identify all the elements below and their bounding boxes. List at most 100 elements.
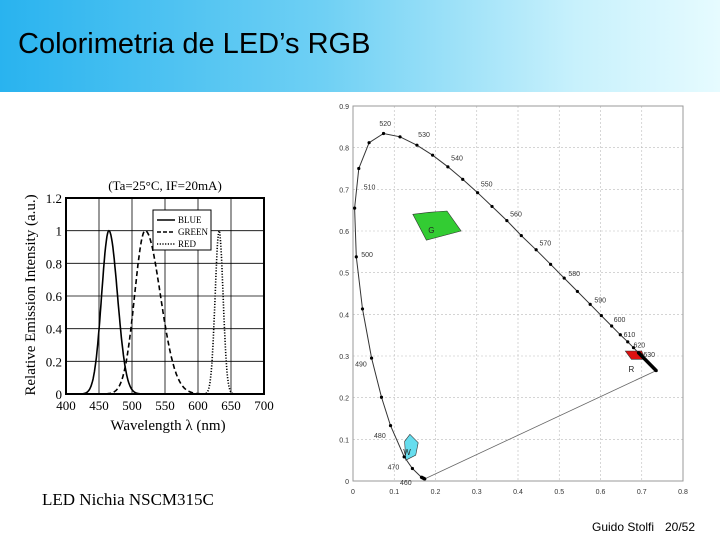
- cie-x-tick-label: 0.5: [554, 489, 564, 496]
- spectrum-x-label: Wavelength λ (nm): [110, 418, 225, 434]
- cie-locus-point: [519, 233, 523, 238]
- cie-locus-point: [353, 206, 357, 210]
- cie-locus-point: [360, 307, 365, 311]
- footer-author: Guido Stolfi: [592, 520, 655, 534]
- legend-label-blue: BLUE: [178, 215, 202, 225]
- cie-chromaticity-chart: 0 0.1 0.2 0.3 0.4 0.5 0.6 0.7 0.8 00.10.20.30.40…: [339, 104, 688, 496]
- spectrum-series-green: [66, 229, 264, 395]
- legend-label-green: GREEN: [178, 227, 208, 237]
- cie-locus-point: [446, 165, 450, 169]
- spectrum-y-tick-label: 1.2: [46, 191, 62, 206]
- cie-gamut-regions: G R W: [403, 210, 646, 461]
- cie-purple-line: [424, 370, 657, 480]
- cie-locus-point: [575, 289, 579, 294]
- cie-locus-point: [369, 356, 374, 360]
- spectrum-y-tick-label: 1: [56, 224, 63, 239]
- slide-title: Colorimetria de LED’s RGB: [18, 28, 371, 60]
- cie-locus-curve: [354, 132, 657, 480]
- spectrum-series: [66, 227, 264, 395]
- spectrum-x-tick-label: 400: [56, 398, 76, 413]
- cie-locus-point: [410, 466, 414, 471]
- cie-region-g: [412, 210, 462, 241]
- cie-locus-point: [431, 153, 435, 157]
- cie-y-tick-label: 0.9: [339, 104, 349, 111]
- cie-x-tick-label: 0.3: [472, 489, 482, 496]
- cie-locus-point: [636, 351, 641, 355]
- cie-locus-point: [490, 204, 494, 209]
- cie-locus-point: [398, 135, 402, 139]
- cie-wavelength-label: 470: [388, 464, 400, 471]
- cie-locus-point: [534, 248, 538, 252]
- cie-wavelength-label: 590: [594, 297, 606, 304]
- spectrum-y-tick-label: 0.8: [46, 256, 62, 271]
- cie-locus-point: [381, 131, 386, 136]
- cie-wavelength-label: 630: [643, 352, 655, 359]
- cie-wavelength-label: 620: [634, 343, 646, 350]
- cie-wavelength-label: 610: [624, 332, 636, 339]
- cie-wavelength-label: 570: [539, 241, 551, 248]
- figure-caption: LED Nichia NSCM315C: [42, 490, 214, 509]
- cie-locus-point: [610, 324, 614, 328]
- cie-y-tick-label: 0.2: [339, 396, 349, 403]
- cie-locus-point: [415, 143, 419, 147]
- cie-locus-point: [599, 313, 603, 318]
- emission-spectrum-chart: (Ta=25°C, IF=20mA) 400 450 500 550 600 650 700…: [23, 178, 274, 434]
- cie-y-tick-label: 0.8: [339, 146, 349, 153]
- cie-wavelength-label: 580: [568, 271, 580, 278]
- spectrum-y-tick-label: 0.2: [46, 354, 62, 369]
- spectrum-x-tick-label: 500: [122, 398, 142, 413]
- cie-y-tick-label: 0.1: [339, 437, 349, 444]
- cie-locus-point: [367, 141, 371, 145]
- spectrum-x-tick-label: 550: [155, 398, 175, 413]
- cie-locus-point: [423, 477, 427, 481]
- cie-y-tick-label: 0.6: [339, 229, 349, 236]
- spectrum-x-tick-label: 700: [254, 398, 274, 413]
- cie-locus-point: [618, 333, 622, 337]
- cie-locus-point: [588, 302, 592, 306]
- cie-x-tick-label: 0.4: [513, 489, 523, 496]
- cie-wavelength-label: 520: [379, 121, 391, 128]
- spectrum-y-tick-label: 0.4: [46, 322, 63, 337]
- cie-locus-point: [379, 395, 384, 399]
- spectrum-y-label: Relative Emission Intensity (a.u.): [23, 194, 39, 395]
- cie-wavelength-label: 490: [355, 361, 367, 368]
- cie-wavelength-label: 510: [364, 184, 376, 191]
- cie-wavelength-label: 460: [400, 480, 412, 487]
- spectrum-x-tick-label: 650: [221, 398, 241, 413]
- cie-region-label: R: [629, 365, 635, 374]
- cie-locus-point: [354, 255, 358, 259]
- cie-locus-point: [475, 191, 480, 195]
- cie-x-tick-label: 0.8: [678, 489, 688, 496]
- spectrum-y-tick-label: 0.6: [46, 289, 63, 304]
- spectrum-legend: BLUE GREEN RED: [152, 209, 212, 251]
- spectrum-series-red: [66, 227, 264, 395]
- cie-locus-point: [631, 346, 636, 350]
- cie-wavelength-label: 600: [614, 317, 626, 324]
- spectrum-x-tick-label: 450: [89, 398, 109, 413]
- cie-locus-end-red: [637, 351, 658, 372]
- cie-x-tick-label: 0.2: [431, 489, 441, 496]
- cie-grid: [352, 105, 684, 482]
- cie-y-tick-label: 0.4: [339, 312, 349, 319]
- cie-x-tick-label: 0.1: [389, 489, 399, 496]
- cie-locus-point: [419, 475, 424, 479]
- cie-region-label: G: [428, 226, 434, 235]
- cie-x-tick-label: 0: [351, 489, 355, 496]
- cie-spectral-locus: [353, 131, 658, 481]
- cie-wavelength-labels: 520 530 540 550 560 570 580 590 600 610 620 630 510 5…: [355, 121, 655, 487]
- legend-label-red: RED: [178, 239, 197, 249]
- cie-locus-point: [402, 455, 406, 459]
- spectrum-x-tick-label: 600: [188, 398, 208, 413]
- cie-locus-point: [357, 166, 361, 171]
- cie-y-tick-label: 0.5: [339, 271, 349, 278]
- cie-wavelength-label: 550: [481, 181, 493, 188]
- cie-locus-point: [548, 262, 553, 266]
- cie-wavelength-label: 560: [510, 211, 522, 218]
- title-bar: [0, 0, 720, 92]
- cie-locus-point: [388, 423, 393, 428]
- footer-page-number: 20/52: [665, 520, 696, 534]
- cie-y-tick-label: 0.3: [339, 354, 349, 361]
- cie-wavelength-label: 500: [361, 252, 373, 259]
- cie-locus-point: [626, 340, 630, 344]
- spectrum-y-ticks: 0 0.2 0.4 0.6 0.8 1 1.2: [46, 191, 63, 402]
